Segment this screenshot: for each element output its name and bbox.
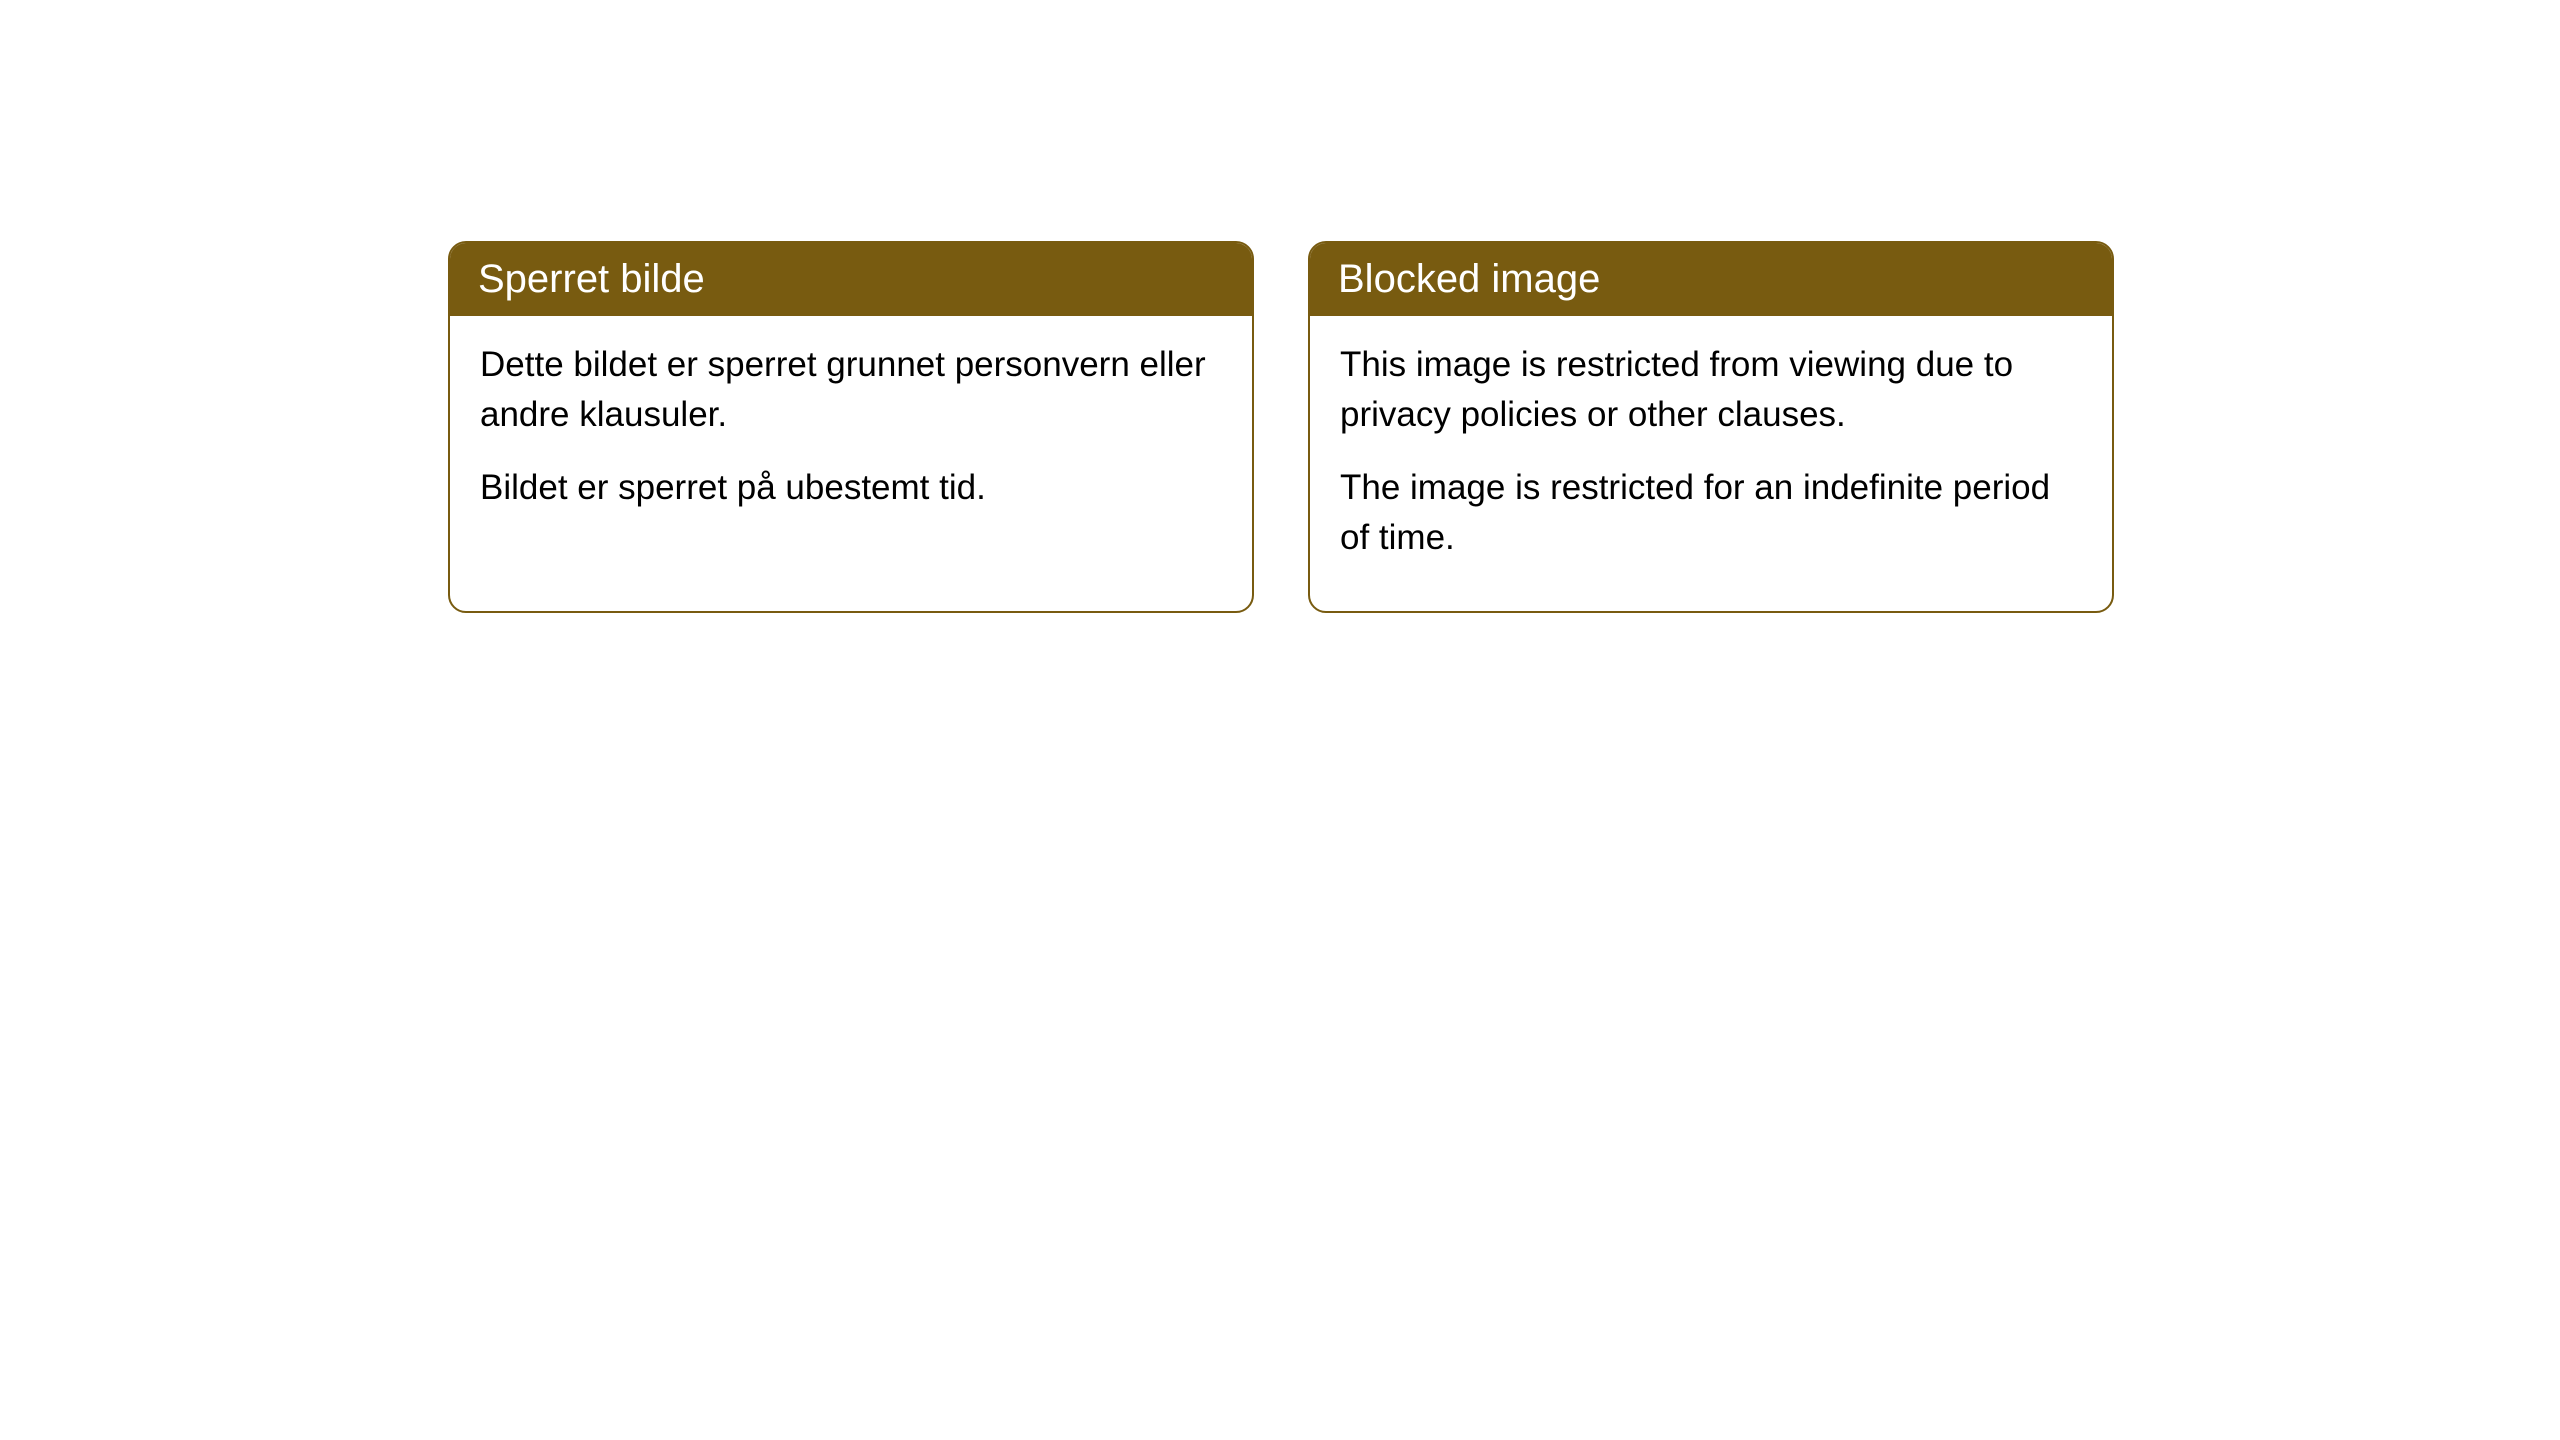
card-body-no: Dette bildet er sperret grunnet personve… <box>450 316 1252 561</box>
card-header-no: Sperret bilde <box>450 243 1252 316</box>
card-paragraph-en-2: The image is restricted for an indefinit… <box>1340 463 2082 562</box>
card-paragraph-no-2: Bildet er sperret på ubestemt tid. <box>480 463 1222 513</box>
card-title-no: Sperret bilde <box>478 257 705 301</box>
card-header-en: Blocked image <box>1310 243 2112 316</box>
card-paragraph-en-1: This image is restricted from viewing du… <box>1340 340 2082 439</box>
card-body-en: This image is restricted from viewing du… <box>1310 316 2112 611</box>
blocked-image-card-no: Sperret bilde Dette bildet er sperret gr… <box>448 241 1254 613</box>
card-title-en: Blocked image <box>1338 257 1600 301</box>
notice-cards-container: Sperret bilde Dette bildet er sperret gr… <box>448 241 2114 613</box>
card-paragraph-no-1: Dette bildet er sperret grunnet personve… <box>480 340 1222 439</box>
blocked-image-card-en: Blocked image This image is restricted f… <box>1308 241 2114 613</box>
